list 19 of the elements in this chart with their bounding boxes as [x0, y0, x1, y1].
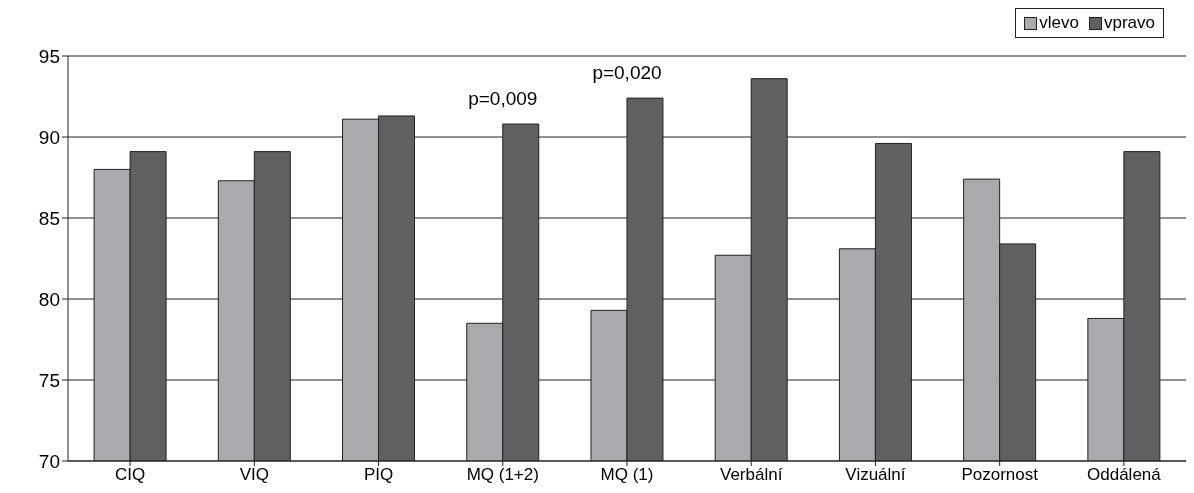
- x-tick-label: CIQ: [114, 465, 146, 485]
- x-tick-label: Pozornost: [961, 465, 1039, 485]
- x-tick-label: VIQ: [239, 465, 269, 485]
- y-tick-label: 90: [38, 126, 60, 148]
- x-tick-label: PIQ: [363, 465, 394, 485]
- legend-label: vpravo: [1102, 13, 1155, 33]
- y-tick-label: 85: [38, 207, 60, 229]
- y-tick-label: 70: [38, 450, 60, 472]
- annotation: p=0,020: [592, 62, 662, 84]
- y-tick-label: 80: [38, 288, 60, 310]
- x-tick-label: Verbální: [720, 465, 783, 485]
- annotation: p=0,009: [468, 88, 538, 110]
- legend-label: vlevo: [1038, 13, 1079, 33]
- x-tick-label: Vizuální: [845, 465, 906, 485]
- y-tick-label: 75: [38, 369, 60, 391]
- y-tick-label: 95: [38, 45, 60, 67]
- x-tick-label: MQ (1): [600, 465, 654, 485]
- x-tick-label: Oddálená: [1087, 465, 1162, 485]
- x-tick-label: MQ (1+2): [466, 465, 539, 485]
